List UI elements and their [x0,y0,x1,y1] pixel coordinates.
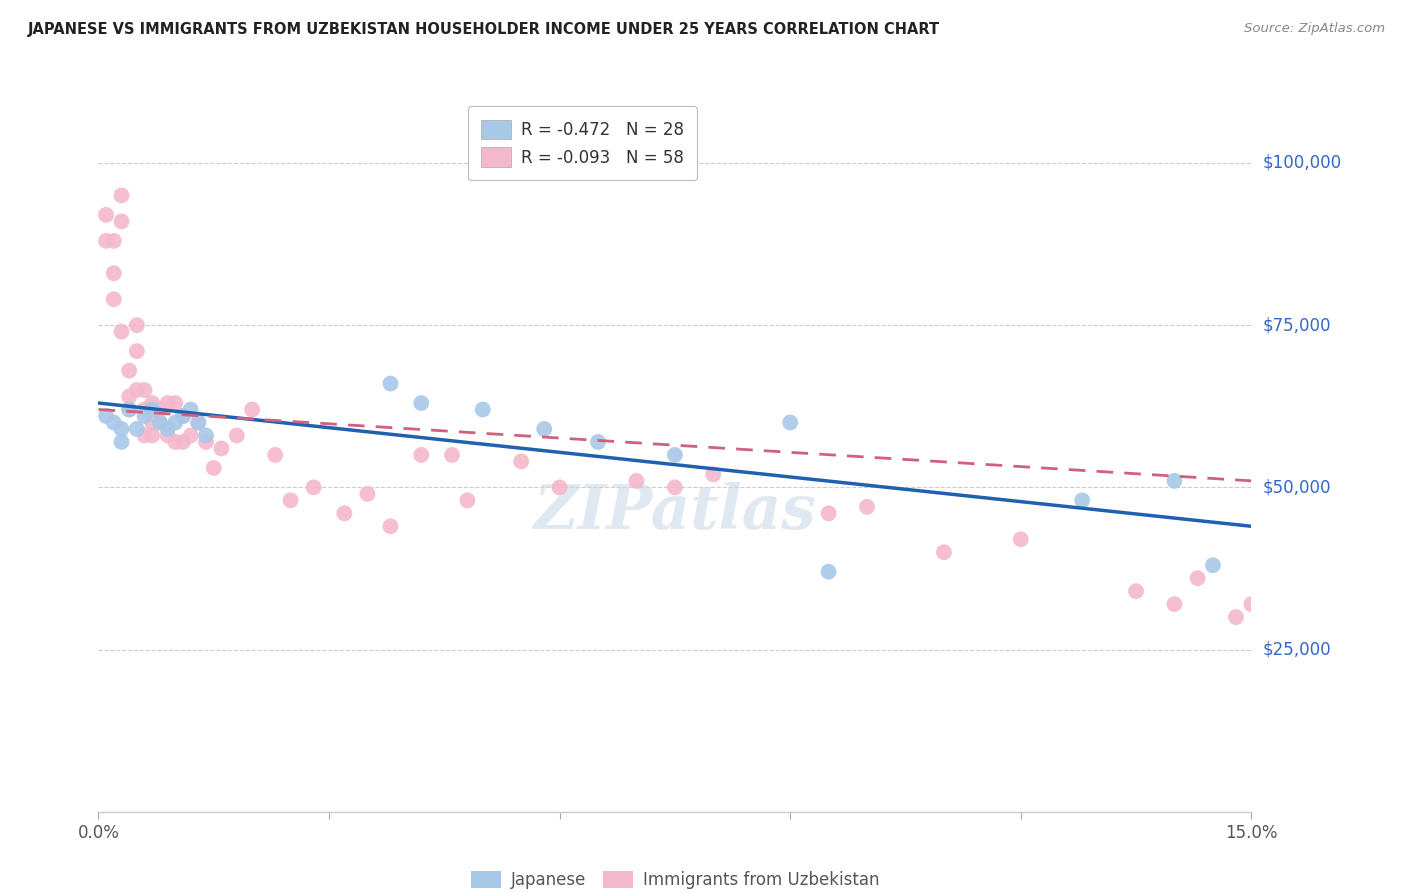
Point [779,416,801,430]
Text: $25,000: $25,000 [1263,640,1331,658]
Point [156,428,179,442]
Point [471,402,494,417]
Point [380,519,402,533]
Point [411,396,433,410]
Point [1202,558,1225,573]
Point [125,318,148,333]
Point [141,416,163,430]
Point [141,396,163,410]
Point [209,442,232,456]
Point [141,428,163,442]
Text: JAPANESE VS IMMIGRANTS FROM UZBEKISTAN HOUSEHOLDER INCOME UNDER 25 YEARS CORRELA: JAPANESE VS IMMIGRANTS FROM UZBEKISTAN H… [28,22,941,37]
Point [932,545,955,559]
Point [187,416,209,430]
Point [134,383,156,397]
Text: $75,000: $75,000 [1263,316,1331,334]
Point [118,363,141,377]
Point [134,409,156,423]
Legend: Japanese, Immigrants from Uzbekistan: Japanese, Immigrants from Uzbekistan [464,864,886,892]
Point [103,266,125,280]
Point [110,188,132,202]
Point [149,402,172,417]
Point [165,396,187,410]
Point [817,565,839,579]
Point [440,448,463,462]
Point [180,402,202,417]
Point [125,422,148,436]
Point [702,467,724,482]
Point [118,390,141,404]
Point [817,506,839,520]
Point [586,434,609,449]
Point [165,434,187,449]
Point [1187,571,1209,585]
Point [180,428,202,442]
Point [94,409,117,423]
Point [156,396,179,410]
Point [103,292,125,306]
Point [202,461,225,475]
Point [302,480,325,494]
Text: Source: ZipAtlas.com: Source: ZipAtlas.com [1244,22,1385,36]
Text: ZIPatlas: ZIPatlas [533,482,817,542]
Point [356,487,378,501]
Point [149,416,172,430]
Point [1010,533,1032,547]
Point [118,402,141,417]
Point [1163,597,1185,611]
Point [125,344,148,359]
Point [110,325,132,339]
Point [110,434,132,449]
Point [94,234,117,248]
Point [172,409,194,423]
Point [380,376,402,391]
Point [510,454,533,468]
Point [264,448,287,462]
Point [1163,474,1185,488]
Point [118,402,141,417]
Point [1125,584,1147,599]
Text: $50,000: $50,000 [1263,478,1331,496]
Point [240,402,263,417]
Point [456,493,478,508]
Point [548,480,571,494]
Point [94,208,117,222]
Point [195,434,218,449]
Point [664,480,686,494]
Point [172,434,194,449]
Point [134,428,156,442]
Point [1071,493,1094,508]
Point [125,383,148,397]
Point [187,416,209,430]
Point [1240,597,1263,611]
Point [195,428,218,442]
Text: $100,000: $100,000 [1263,154,1341,172]
Point [165,416,187,430]
Point [333,506,356,520]
Point [103,416,125,430]
Point [856,500,879,514]
Point [134,402,156,417]
Point [110,214,132,228]
Point [1225,610,1247,624]
Point [110,422,132,436]
Point [141,402,163,417]
Point [225,428,247,442]
Point [103,234,125,248]
Point [626,474,648,488]
Point [280,493,302,508]
Point [156,422,179,436]
Point [172,409,194,423]
Point [664,448,686,462]
Point [533,422,555,436]
Point [411,448,433,462]
Point [149,416,172,430]
